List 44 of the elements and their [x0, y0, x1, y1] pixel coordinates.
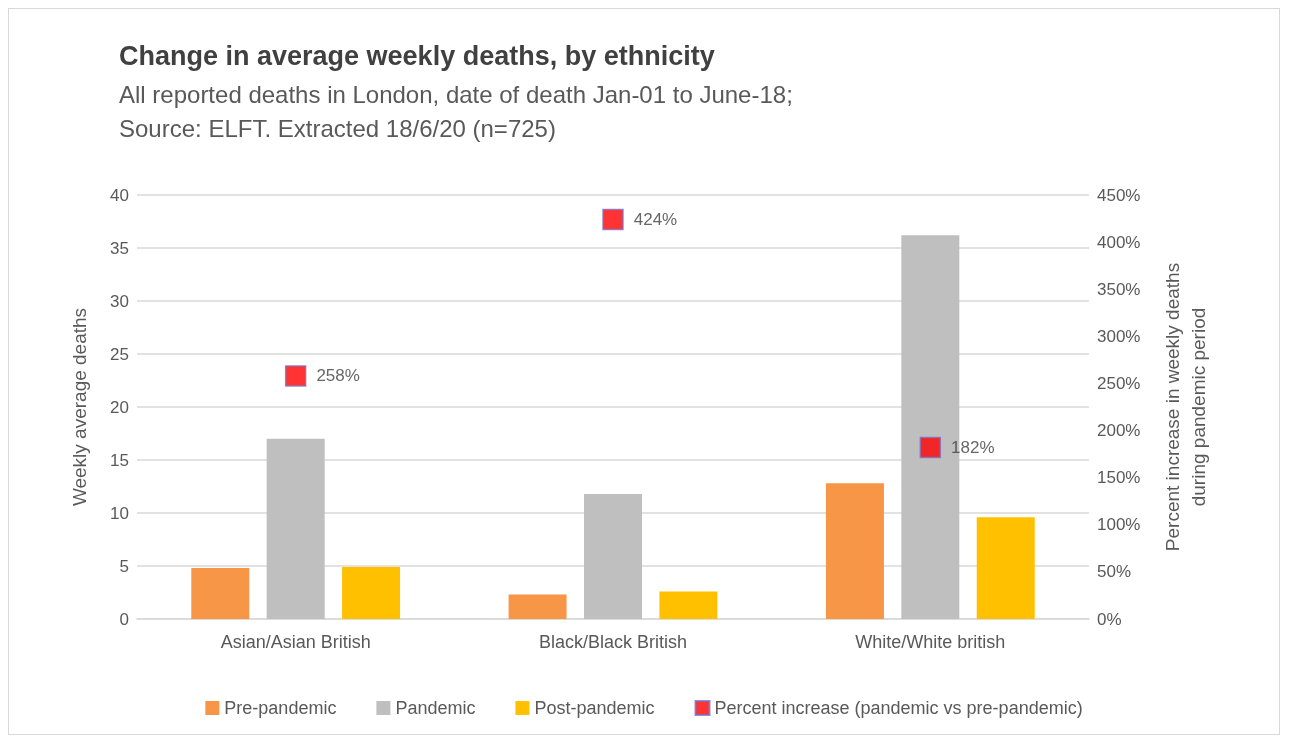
y2-tick-label: 300%	[1097, 326, 1141, 346]
y-tick-label: 20	[110, 397, 129, 417]
x-tick-label: White/White british	[855, 632, 1006, 652]
data-label: 424%	[633, 210, 678, 229]
point	[284, 365, 307, 387]
y2-tick-label: 0%	[1097, 609, 1122, 629]
y-tick-label: 0	[119, 609, 129, 629]
y-tick-label: 5	[119, 556, 129, 576]
bar	[342, 567, 401, 619]
bar	[659, 591, 718, 619]
y2-tick-label: 450%	[1097, 185, 1141, 205]
x-tick-label: Black/Black British	[538, 632, 688, 652]
bar	[191, 568, 250, 619]
y-tick-label: 35	[110, 238, 129, 258]
y-tick-label: 15	[110, 450, 129, 470]
y2-tick-label: 100%	[1097, 515, 1141, 535]
y2-tick-label: 350%	[1097, 279, 1141, 299]
point	[602, 208, 624, 231]
bar	[266, 438, 325, 619]
y2-tick-label: 50%	[1097, 562, 1132, 582]
bar	[976, 517, 1035, 619]
x-tick-label: Asian/Asian British	[220, 632, 371, 652]
chart-title: Change in average weekly deaths, by ethnicity	[119, 40, 715, 71]
legend-label: Post-pandemic	[534, 698, 655, 718]
y-tick-label: 10	[110, 503, 129, 523]
point	[919, 436, 942, 459]
y-axis-title: Weekly average deaths	[68, 307, 90, 507]
bar	[508, 594, 567, 619]
y2-tick-label: 150%	[1097, 468, 1141, 488]
y2-tick-label: 400%	[1097, 232, 1141, 252]
legend-label: Pre-pandemic	[224, 698, 337, 718]
y-tick-label: 25	[110, 344, 129, 364]
bar	[584, 493, 642, 619]
bar	[825, 483, 884, 619]
legend-label: Percent increase (pandemic vs pre-pandemic)	[714, 698, 1083, 718]
chart-subtitle: All reported deaths in London, date of death Jan-01 to June-18; Source: ELFT. Extracted 18/6/20 (n=725)	[119, 80, 793, 142]
data-label: 182%	[951, 438, 995, 458]
y-tick-label: 30	[110, 291, 129, 311]
y2-axis-title: Percent increase in weekly deaths during pandemic period	[1161, 262, 1209, 552]
y2-tick-label: 200%	[1097, 421, 1141, 441]
legend-label: Pandemic	[395, 698, 476, 718]
y2-tick-label: 250%	[1097, 373, 1141, 393]
y-tick-label: 40	[110, 185, 129, 205]
data-label: 258%	[316, 366, 360, 386]
